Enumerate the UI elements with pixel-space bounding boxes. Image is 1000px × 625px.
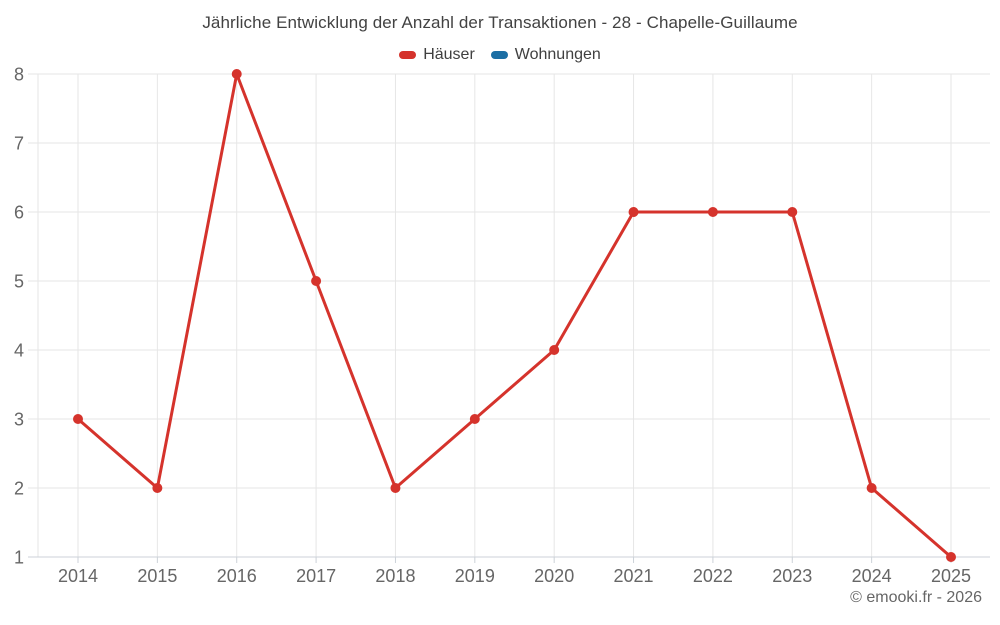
x-axis-label-2020: 2020 xyxy=(534,566,574,586)
legend-item-wohnungen[interactable]: Wohnungen xyxy=(490,46,601,64)
legend-swatch-wohnungen-icon xyxy=(490,51,508,59)
data-point-2019[interactable] xyxy=(469,414,480,424)
y-axis-label-4: 4 xyxy=(14,341,24,361)
data-point-2016[interactable] xyxy=(231,69,242,79)
data-point-2014[interactable] xyxy=(73,414,83,424)
horizontal-gridlines xyxy=(28,73,990,558)
x-axis-label-2024: 2024 xyxy=(852,566,892,586)
y-axis-label-3: 3 xyxy=(14,410,24,430)
y-axis-label-5: 5 xyxy=(14,272,24,292)
x-axis-label-2025: 2025 xyxy=(931,566,971,586)
y-axis-label-1: 1 xyxy=(14,548,24,568)
y-axis-label-7: 7 xyxy=(14,134,24,154)
y-axis-label-2: 2 xyxy=(14,479,24,499)
credit-text[interactable]: © emooki.fr - 2026 xyxy=(850,589,982,606)
x-axis-label-2023: 2023 xyxy=(772,566,812,586)
legend-label-haeuser: Häuser xyxy=(423,46,475,63)
legend-label-wohnungen: Wohnungen xyxy=(514,46,601,63)
chart-title: Jährliche Entwicklung der Anzahl der Tra… xyxy=(202,13,798,32)
data-point-2017[interactable] xyxy=(311,276,322,286)
data-point-2015[interactable] xyxy=(152,483,163,493)
x-axis-label-2017: 2017 xyxy=(296,566,336,586)
data-point-2018[interactable] xyxy=(390,483,401,493)
data-point-2021[interactable] xyxy=(628,207,639,217)
x-axis-label-2015: 2015 xyxy=(137,566,177,586)
y-axis-label-6: 6 xyxy=(14,203,24,223)
data-point-2020[interactable] xyxy=(549,345,560,355)
vertical-gridlines xyxy=(37,74,952,557)
x-axis-label-2018: 2018 xyxy=(375,566,415,586)
y-axis-labels: 1 2 3 4 5 6 7 8 xyxy=(14,65,24,568)
data-point-2024[interactable] xyxy=(866,483,877,493)
y-axis-label-8: 8 xyxy=(14,65,24,85)
x-axis-label-2016: 2016 xyxy=(217,566,257,586)
data-point-2023[interactable] xyxy=(787,207,798,217)
legend-item-haeuser[interactable]: Häuser xyxy=(399,46,475,64)
x-axis-label-2021: 2021 xyxy=(614,566,654,586)
legend-swatch-haeuser-icon xyxy=(399,51,417,59)
x-axis-labels: 2014 2015 2016 2017 2018 2019 2020 2021 2022 2023… xyxy=(58,566,971,586)
x-axis-label-2019: 2019 xyxy=(455,566,495,586)
x-axis-ticks xyxy=(77,557,952,563)
data-point-2025[interactable] xyxy=(946,552,956,562)
series-markers-häuser xyxy=(73,69,956,562)
series-line-häuser xyxy=(76,72,953,559)
x-axis-label-2014: 2014 xyxy=(58,566,98,586)
chart-legend: Häuser Wohnungen xyxy=(0,46,1000,64)
data-point-2022[interactable] xyxy=(707,207,718,217)
x-axis-label-2022: 2022 xyxy=(693,566,733,586)
